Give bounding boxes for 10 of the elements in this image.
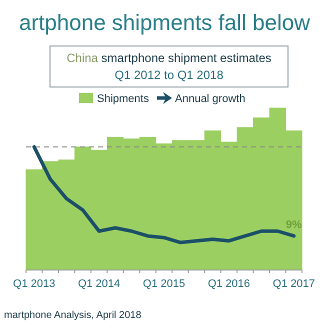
x-tick-label: Q1 2015 <box>142 278 186 290</box>
x-tick-label: Q1 2013 <box>13 278 56 290</box>
x-tick-label: Q1 2017 <box>272 278 315 290</box>
chart-title: artphone shipments fall below <box>18 10 310 35</box>
x-tick-label: Q1 2016 <box>208 278 250 290</box>
chart-subtitle: China smartphone shipment estimates Q1 2012 to Q1 2018 <box>66 51 272 82</box>
text: martphone Analysis, April 2018 <box>4 310 142 321</box>
legend-label: Shipments <box>97 93 150 105</box>
legend-label: Annual growth <box>175 93 246 105</box>
x-tick-label: Q1 2014 <box>78 278 120 290</box>
